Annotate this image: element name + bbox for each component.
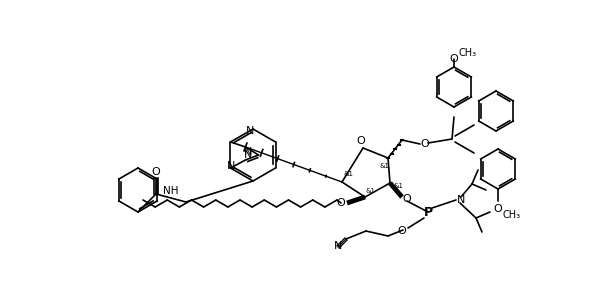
Text: O: O: [152, 167, 160, 177]
Text: N: N: [244, 150, 253, 160]
Text: CH₃: CH₃: [503, 210, 521, 220]
Text: &1: &1: [379, 163, 389, 169]
Text: O: O: [337, 198, 346, 208]
Text: &1: &1: [393, 183, 403, 189]
Text: NH: NH: [163, 186, 179, 196]
Text: N: N: [244, 147, 253, 157]
Text: O: O: [356, 136, 365, 146]
Text: N: N: [246, 126, 254, 136]
Text: CH₃: CH₃: [459, 48, 477, 58]
Text: N: N: [227, 161, 236, 171]
Text: O: O: [403, 194, 412, 204]
Text: &1: &1: [366, 188, 376, 194]
Text: O: O: [449, 54, 458, 64]
Text: N: N: [334, 241, 342, 251]
Text: O: O: [494, 204, 502, 214]
Text: P: P: [424, 206, 433, 218]
Text: N: N: [457, 195, 465, 205]
Text: &1: &1: [343, 171, 353, 177]
Text: O: O: [421, 139, 430, 149]
Text: O: O: [398, 226, 406, 236]
